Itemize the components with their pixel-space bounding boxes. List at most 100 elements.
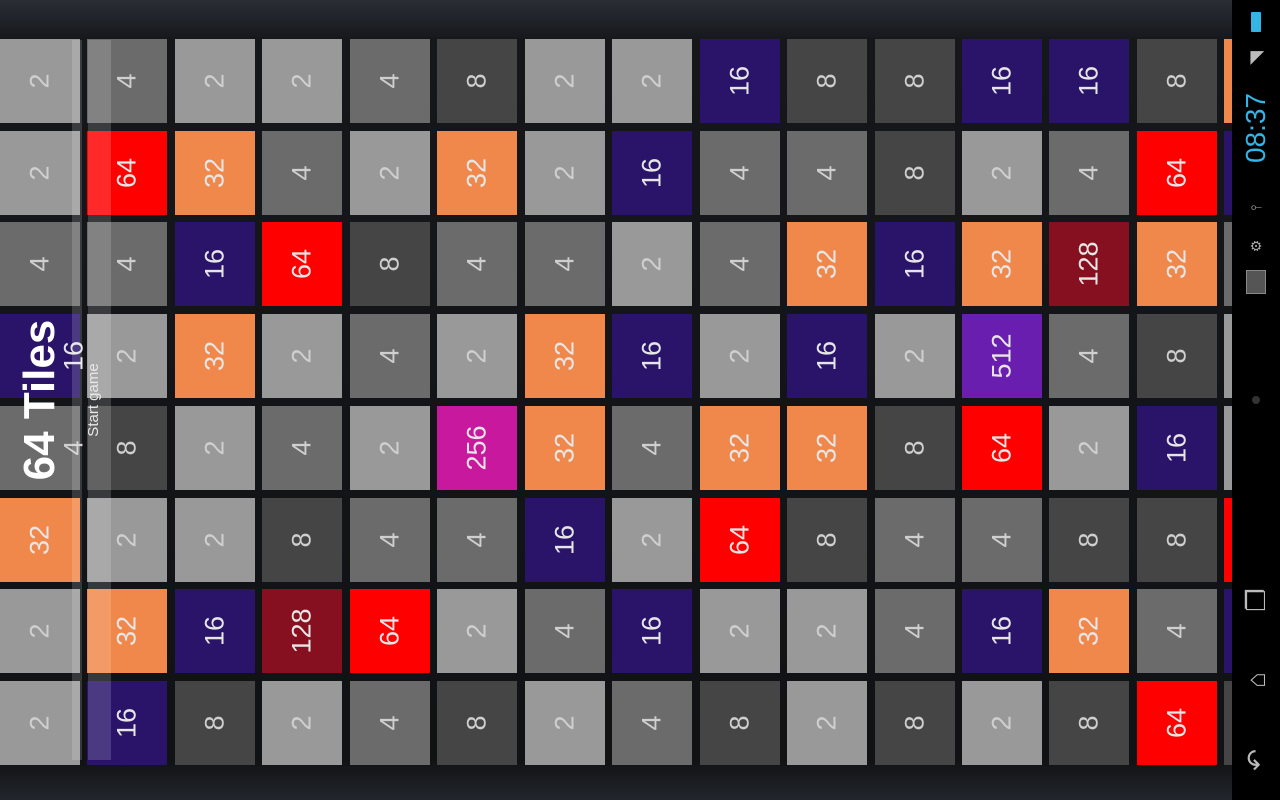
tile-8[interactable]: 8 [1136,39,1217,123]
tile-16[interactable]: 16 [612,314,693,399]
tile-32[interactable]: 32 [437,130,518,215]
tile-16[interactable]: 16 [612,589,693,674]
tile-16[interactable]: 16 [699,39,780,123]
tile-4[interactable]: 4 [437,497,518,582]
tile-32[interactable]: 32 [174,314,255,399]
tile-32[interactable]: 32 [1136,222,1217,307]
tile-2[interactable]: 2 [0,39,80,123]
tile-2[interactable]: 2 [87,497,168,582]
tile-16[interactable]: 16 [787,314,868,399]
tile-16[interactable]: 16 [174,222,255,307]
tile-32[interactable]: 32 [87,589,168,674]
tile-32[interactable]: 32 [1049,589,1130,674]
tile-16[interactable]: 16 [961,589,1042,674]
tile-4[interactable]: 4 [612,680,693,765]
tile-2[interactable]: 2 [612,497,693,582]
tile-8[interactable]: 8 [174,680,255,765]
tile-4[interactable]: 4 [349,680,430,765]
tile-2[interactable]: 2 [349,130,430,215]
tile-2[interactable]: 2 [961,680,1042,765]
tile-8[interactable]: 8 [1136,314,1217,399]
tile-4[interactable]: 4 [874,589,955,674]
tile-2[interactable]: 2 [437,589,518,674]
tile-16[interactable]: 16 [874,222,955,307]
tile-128[interactable]: 128 [262,589,343,674]
tile-4[interactable]: 4 [349,497,430,582]
back-button[interactable]: ↶ [1241,749,1271,771]
tile-16[interactable]: 16 [1136,405,1217,490]
tile-8[interactable]: 8 [349,222,430,307]
tile-32[interactable]: 32 [787,405,868,490]
tile-2[interactable]: 2 [874,314,955,399]
tile-2[interactable]: 2 [262,39,343,123]
tile-8[interactable]: 8 [1049,497,1130,582]
tile-4[interactable]: 4 [87,39,168,123]
tile-2[interactable]: 2 [0,680,80,765]
tile-8[interactable]: 8 [787,39,868,123]
tile-4[interactable]: 4 [874,497,955,582]
tile-32[interactable]: 32 [524,314,605,399]
tile-4[interactable]: 4 [87,222,168,307]
tile-2[interactable]: 2 [524,39,605,123]
partial-tile[interactable] [1224,222,1232,307]
game-board[interactable]: 2 4 2 2 4 8 2 2 16 8 8 16 16 8 2 64 32 4 2 32 2 16 4 4 8 2 4 64 4 4 16… [0,0,1232,800]
tile-4[interactable]: 4 [437,222,518,307]
tile-64[interactable]: 64 [349,589,430,674]
tile-4[interactable]: 4 [1136,589,1217,674]
tile-4[interactable]: 4 [787,130,868,215]
tile-64[interactable]: 64 [961,405,1042,490]
tile-4[interactable]: 4 [612,405,693,490]
tile-64[interactable]: 64 [699,497,780,582]
tile-4[interactable]: 4 [524,589,605,674]
tile-8[interactable]: 8 [874,680,955,765]
partial-tile[interactable] [1224,39,1232,123]
tile-8[interactable]: 8 [87,405,168,490]
tile-16[interactable]: 16 [961,39,1042,123]
tile-4[interactable]: 4 [1049,314,1130,399]
tile-16[interactable]: 16 [87,680,168,765]
partial-tile[interactable] [1224,680,1232,765]
start-game-button[interactable]: Start game [85,363,102,437]
tile-8[interactable]: 8 [437,39,518,123]
tile-8[interactable]: 8 [262,497,343,582]
tile-4[interactable]: 4 [524,222,605,307]
tile-2[interactable]: 2 [262,314,343,399]
tile-4[interactable]: 4 [699,222,780,307]
tile-16[interactable]: 16 [0,314,88,399]
tile-4[interactable]: 4 [961,497,1042,582]
tile-2[interactable]: 2 [174,497,255,582]
tile-2[interactable]: 2 [349,405,430,490]
tile-2[interactable]: 2 [1049,405,1130,490]
tile-8[interactable]: 8 [874,39,955,123]
tile-2[interactable]: 2 [612,222,693,307]
recent-apps-button[interactable]: ❐ [1241,588,1271,612]
tile-2[interactable]: 2 [174,405,255,490]
tile-4[interactable]: 4 [262,130,343,215]
tile-2[interactable]: 2 [612,39,693,123]
tile-8[interactable]: 8 [1049,680,1130,765]
tile-64[interactable]: 64 [1136,130,1217,215]
home-button[interactable] [1252,396,1260,404]
tile-4[interactable]: 4 [0,405,88,490]
tile-4[interactable]: 4 [262,405,343,490]
tile-4[interactable]: 4 [349,314,430,399]
tile-8[interactable]: 8 [874,405,955,490]
tile-2[interactable]: 2 [787,680,868,765]
tile-32[interactable]: 32 [961,222,1042,307]
start-game-strip[interactable] [88,40,111,760]
tile-8[interactable]: 8 [699,680,780,765]
tile-16[interactable]: 16 [524,497,605,582]
tile-16[interactable]: 16 [174,589,255,674]
tile-4[interactable]: 4 [1049,130,1130,215]
tile-4[interactable]: 4 [349,39,430,123]
partial-tile[interactable] [1224,130,1232,215]
partial-tile[interactable] [1224,405,1232,490]
tile-32[interactable]: 32 [0,497,80,582]
tile-2[interactable]: 2 [262,680,343,765]
tile-128[interactable]: 128 [1049,222,1130,307]
tile-32[interactable]: 32 [787,222,868,307]
tile-2[interactable]: 2 [699,589,780,674]
tile-256[interactable]: 256 [437,405,518,490]
tile-64[interactable]: 64 [87,130,168,215]
home-shape-button[interactable]: ⌂ [1241,672,1271,688]
